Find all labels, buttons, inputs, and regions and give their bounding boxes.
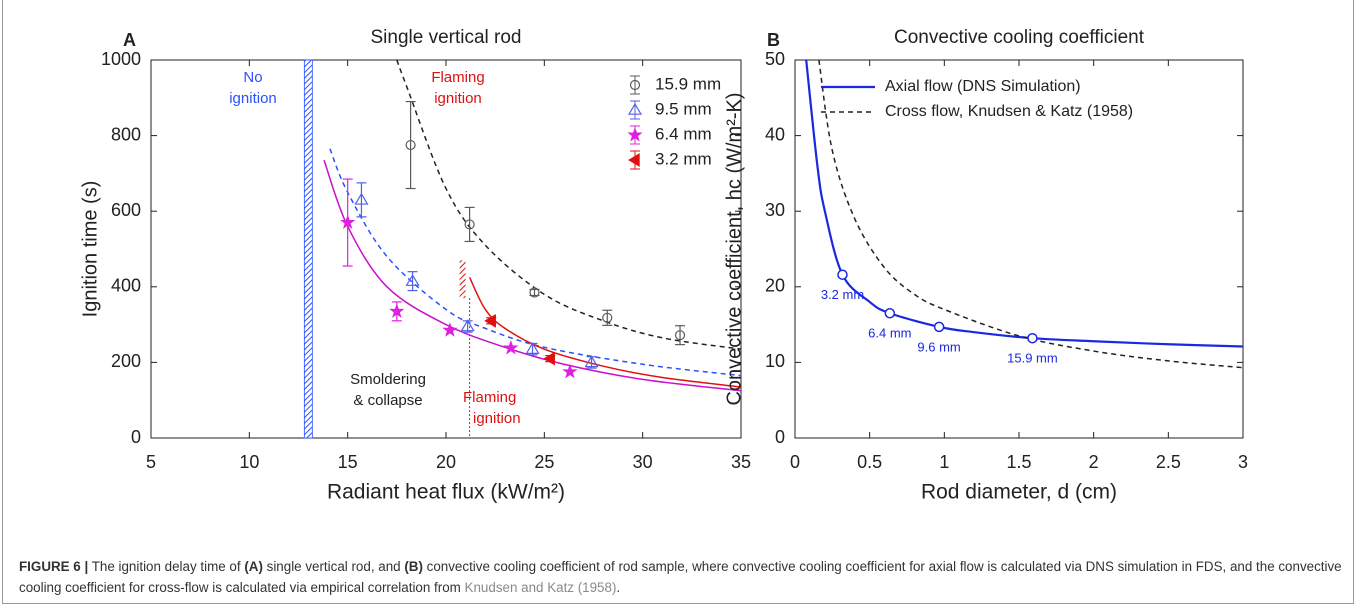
annotation: ignition [229,90,277,107]
series-line [805,60,1243,348]
fit-curve [468,277,741,388]
plot-area [794,59,1244,439]
marker [525,341,540,354]
y-tick-label: 50 [765,49,785,69]
panel-label: B [767,30,780,50]
y-tick-label: 400 [111,276,141,296]
x-tick-label: 15 [338,452,358,472]
x-tick-label: 0.5 [857,452,882,472]
x-tick-label: 10 [239,452,259,472]
y-tick-label: 200 [111,351,141,371]
caption-text: The ignition delay time of [88,559,245,574]
y-axis-label: Ignition time (s) [79,181,101,318]
chart-title: Single vertical rod [370,27,521,48]
y-tick-label: 20 [765,276,785,296]
annotation: Smoldering [350,371,426,388]
y-axis-label: Convective coefficient, hc (W/m²-K) [723,92,745,405]
marker [584,355,599,368]
data-point [1027,332,1038,344]
marker [442,322,458,337]
legend-label: 15.9 mm [655,74,721,93]
point-label: 9.6 mm [917,339,960,354]
caption-text: . [616,580,621,595]
annotation: No [243,69,262,86]
marker [405,139,416,151]
annotation: & collapse [353,392,422,409]
marker [602,312,613,323]
x-tick-label: 20 [436,452,456,472]
x-axis-label: Radiant heat flux (kW/m²) [327,481,565,504]
x-tick-label: 5 [146,452,156,472]
point-label: 3.2 mm [821,287,864,302]
legend-label: 3.2 mm [655,149,712,168]
x-tick-label: 30 [633,452,653,472]
chart-title: Convective cooling coefficient [894,27,1145,48]
marker [627,102,643,115]
data-point [884,308,896,319]
no-ignition-band [303,59,313,439]
y-tick-label: 40 [765,124,785,144]
citation-link[interactable]: Knudsen and Katz (1958) [464,580,617,595]
marker [503,340,519,355]
x-tick-label: 35 [731,452,751,472]
marker [405,273,420,286]
marker [628,153,640,167]
marker [354,192,369,205]
marker [562,363,578,379]
marker [627,126,643,142]
marker [674,330,686,341]
y-tick-label: 30 [765,200,785,220]
caption-text: convective cooling coefficient of rod sa… [19,559,1342,595]
point-label: 15.9 mm [1007,351,1058,366]
annotation: Flaming [431,69,484,86]
legend-label: Axial flow (DNS Simulation) [885,78,1081,95]
series-line [818,60,1243,369]
caption-label: FIGURE 6 | [19,559,89,574]
y-tick-label: 600 [111,200,141,220]
fit-curve [323,159,741,392]
caption-ref: (A) [244,559,263,574]
x-tick-label: 0 [790,452,800,472]
marker [543,351,555,366]
y-tick-label: 0 [775,427,785,447]
point-label: 6.4 mm [868,326,911,341]
fit-curve [329,148,741,377]
curves [323,60,741,392]
marker [484,313,496,328]
annotation: Flaming [463,389,516,406]
marker [340,214,356,230]
y-tick-label: 800 [111,124,141,144]
data-point [933,321,945,333]
x-tick-label: 1.5 [1006,452,1031,472]
caption-ref: (B) [404,559,423,574]
annotation: ignition [434,90,482,107]
y-tick-label: 1000 [101,49,141,69]
panel-label: A [123,30,136,50]
y-tick-label: 10 [765,351,785,371]
marker [460,319,475,332]
caption: FIGURE 6 | The ignition delay time of (A… [19,556,1344,598]
marker [529,287,540,298]
fit-curve [396,60,741,350]
y-tick-label: 0 [131,427,141,447]
x-axis-label: Rod diameter, d (cm) [921,481,1117,504]
marker [464,219,475,230]
marker [629,79,641,91]
x-tick-label: 2 [1089,452,1099,472]
data-point [837,269,848,280]
caption-text: single vertical rod, and [262,559,405,574]
legend-label: 9.5 mm [655,99,712,118]
curves [805,60,1243,369]
legend-label: Cross flow, Knudsen & Katz (1958) [885,103,1133,120]
legend-label: 6.4 mm [655,124,712,143]
annotation: ignition [473,410,521,427]
x-tick-label: 3 [1238,452,1248,472]
x-tick-label: 1 [939,452,949,472]
red-band [459,260,466,299]
x-tick-label: 2.5 [1156,452,1181,472]
x-tick-label: 25 [534,452,554,472]
marker [389,303,405,318]
